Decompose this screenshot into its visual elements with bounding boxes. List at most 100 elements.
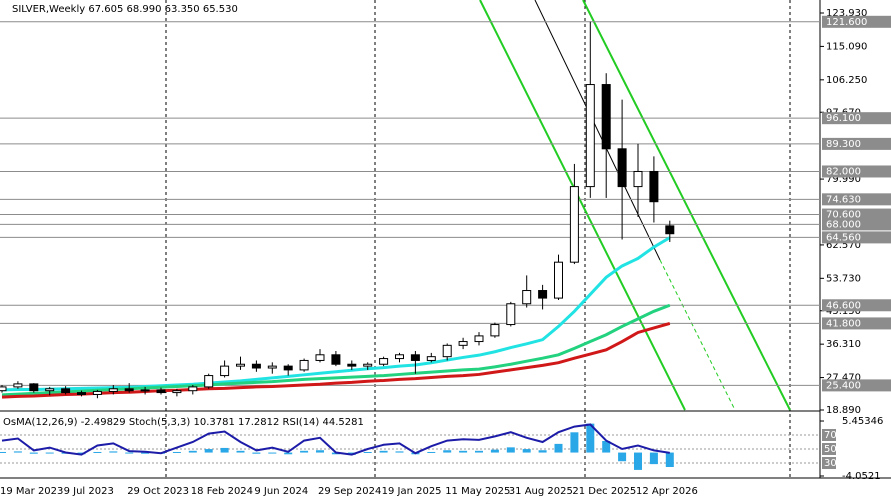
candle-body bbox=[251, 363, 261, 369]
candle-body bbox=[490, 324, 500, 337]
osma-bar bbox=[395, 451, 404, 453]
level-label: 82.000 bbox=[826, 166, 861, 177]
y2-tick-box bbox=[822, 457, 836, 470]
y-tick-label: 53.730 bbox=[826, 273, 861, 284]
level-label-box bbox=[822, 218, 891, 231]
osma-bar bbox=[490, 449, 499, 453]
y-tick-label: -4.0521 bbox=[842, 471, 881, 482]
y-tick-label: 5.45346 bbox=[842, 416, 883, 427]
level-label: 68.000 bbox=[826, 219, 861, 230]
x-tick-label: 19 Jan 2025 bbox=[382, 486, 442, 497]
candle-body bbox=[426, 356, 436, 361]
candle-body bbox=[124, 388, 134, 392]
candle-body bbox=[45, 388, 55, 392]
osma-bar bbox=[125, 452, 134, 454]
candle-body bbox=[267, 365, 277, 369]
osma-bar bbox=[188, 450, 197, 453]
x-tick-label: 19 Mar 2023 bbox=[0, 486, 63, 497]
candle-body bbox=[458, 341, 468, 346]
candle-body bbox=[538, 290, 548, 299]
candle-body bbox=[379, 358, 389, 365]
y-tick-label: 62.570 bbox=[826, 240, 861, 251]
level-label-box bbox=[822, 15, 891, 28]
candle-body bbox=[188, 386, 198, 392]
osma-bar bbox=[13, 451, 22, 453]
level-label-box bbox=[822, 137, 891, 150]
osma-bar bbox=[284, 452, 293, 455]
osma-bar bbox=[475, 450, 483, 453]
candle-body bbox=[601, 84, 611, 150]
osma-bar bbox=[109, 451, 118, 453]
osma-bar bbox=[93, 451, 102, 453]
x-tick-label: 29 Sep 2024 bbox=[318, 486, 381, 497]
y-tick-label: 123.930 bbox=[826, 8, 867, 19]
level-label-box bbox=[822, 317, 891, 330]
candle-body bbox=[617, 148, 627, 188]
osma-bar bbox=[77, 452, 86, 455]
candle-body bbox=[299, 359, 309, 371]
osma-bar bbox=[252, 452, 261, 454]
osma-bar bbox=[554, 443, 563, 453]
candle-body bbox=[13, 383, 23, 388]
y-tick-label: 115.090 bbox=[826, 41, 867, 52]
x-tick-label: 18 Feb 2024 bbox=[191, 486, 253, 497]
osma-bar bbox=[29, 452, 38, 454]
osma-bar bbox=[522, 449, 531, 453]
level-label: 96.100 bbox=[826, 113, 861, 124]
osma-bar bbox=[379, 450, 388, 453]
candle-body bbox=[554, 261, 563, 299]
osma-bar bbox=[172, 451, 181, 453]
candle-body bbox=[633, 170, 643, 188]
candle-body bbox=[92, 390, 102, 395]
chart-title: SILVER,Weekly 67.605 68.990 63.350 65.53… bbox=[12, 4, 238, 15]
x-tick-label: 31 Aug 2025 bbox=[509, 486, 573, 497]
level-label: 25.400 bbox=[826, 380, 861, 391]
candle-body bbox=[363, 363, 373, 367]
osma-bar bbox=[316, 450, 324, 453]
y-tick-label: 79.990 bbox=[826, 174, 861, 185]
osma-bar bbox=[634, 452, 642, 470]
osma-bar bbox=[649, 452, 658, 465]
level-label: 121.600 bbox=[826, 17, 867, 28]
candle-body bbox=[569, 186, 579, 263]
rsi-line bbox=[1, 423, 670, 456]
level-label: 70.600 bbox=[826, 210, 861, 221]
candle-body bbox=[236, 363, 245, 367]
candle-body bbox=[649, 170, 659, 203]
osma-bar bbox=[363, 451, 372, 453]
osma-bar bbox=[300, 450, 309, 453]
level-label: 41.800 bbox=[826, 318, 861, 329]
x-tick-label: 21 Dec 2025 bbox=[572, 486, 636, 497]
candle-body bbox=[331, 354, 341, 365]
candle-body bbox=[522, 290, 532, 305]
candle-body bbox=[77, 392, 86, 395]
x-tick-label: 9 Jun 2024 bbox=[254, 486, 308, 497]
osma-bar bbox=[665, 452, 674, 468]
osma-bar bbox=[459, 450, 468, 453]
y-tick-label: 18.890 bbox=[826, 405, 861, 416]
level-label-box bbox=[822, 208, 891, 221]
candle-body bbox=[665, 225, 675, 235]
candle-body bbox=[29, 383, 39, 392]
osma-bar bbox=[204, 449, 213, 453]
osma-bar bbox=[443, 450, 452, 453]
y-tick-label: 36.310 bbox=[826, 339, 861, 350]
osma-bar bbox=[0, 451, 6, 453]
level-label: 64.560 bbox=[826, 232, 861, 243]
level-label: 74.630 bbox=[826, 194, 861, 205]
y2-tick-label: 70 bbox=[824, 430, 837, 441]
level-label-box bbox=[822, 193, 891, 206]
x-tick-label: 9 Jul 2023 bbox=[64, 486, 114, 497]
level-label-box bbox=[822, 165, 891, 178]
y2-tick-label: 30 bbox=[824, 458, 837, 469]
osma-bar bbox=[268, 452, 277, 454]
osma-bar bbox=[220, 447, 229, 453]
candle-body bbox=[442, 344, 452, 358]
candle-body bbox=[220, 365, 230, 377]
osma-bar bbox=[236, 450, 245, 453]
candle-body bbox=[61, 388, 71, 394]
osma-bar bbox=[538, 450, 547, 453]
period-separators bbox=[165, 0, 791, 478]
